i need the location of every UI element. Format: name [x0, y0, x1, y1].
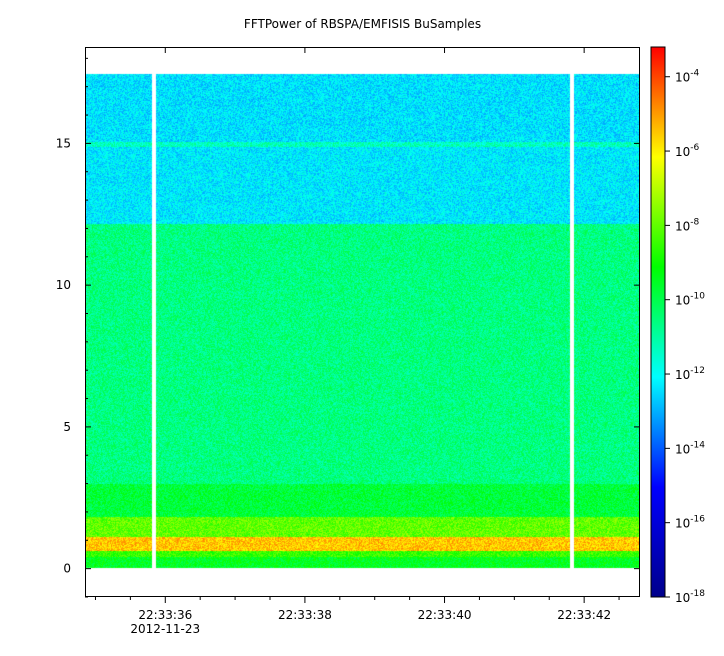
x-tick-label: 22:33:40: [418, 608, 472, 622]
spectrogram-heatmap: [86, 48, 639, 596]
colorbar: 10-4 10-6 10-8 10-10 10-12 10-14 10-16 10-18: [650, 46, 705, 605]
colorbar-tick-label: 10-10: [675, 292, 705, 308]
x-tick-label: 22:33:36: [138, 608, 192, 622]
x-tick-label: 22:33:38: [278, 608, 332, 622]
y-tick-label: 10: [56, 278, 71, 292]
colorbar-tick-label: 10-14: [675, 440, 705, 456]
colorbar-tick-label: 10-12: [675, 366, 705, 382]
colorbar-tick-label: 10-8: [675, 217, 700, 233]
y-axis: 0 5 10 15: [56, 57, 640, 598]
x-tick-label: 22:33:42: [557, 608, 611, 622]
plot-area: [85, 47, 640, 597]
y-tick-label: 0: [63, 562, 71, 576]
y-tick-label: 15: [56, 136, 71, 150]
colorbar-tick-label: 10-16: [675, 515, 705, 531]
colorbar-tick-label: 10-4: [675, 69, 700, 85]
chart-title: FFTPower of RBSPA/EMFISIS BuSamples: [243, 17, 482, 31]
y-tick-label: 5: [63, 420, 71, 434]
colorbar-gradient: [650, 46, 666, 598]
x-tick-date-label: 2012-11-23: [130, 622, 200, 636]
colorbar-tick-label: 10-6: [675, 143, 700, 159]
colorbar-tick-label: 10-18: [675, 589, 705, 605]
